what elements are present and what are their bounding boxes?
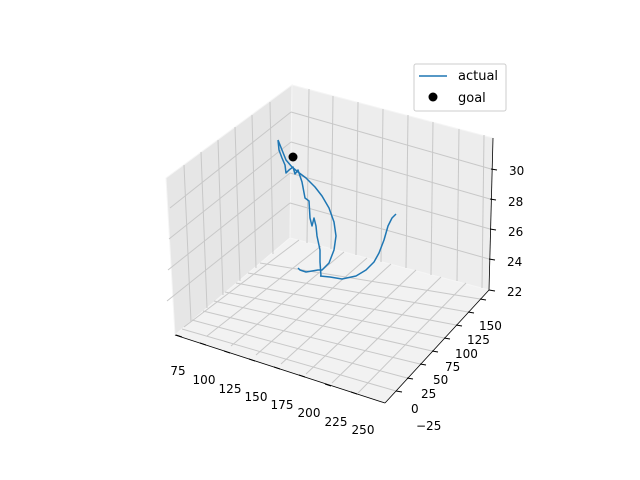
series-goal-point xyxy=(288,152,298,162)
y-ticks: −25 0 25 50 75 100 125 150 xyxy=(395,298,502,433)
series-actual-line xyxy=(277,139,397,280)
x-tick-label: 225 xyxy=(325,415,348,429)
grid xyxy=(166,88,492,394)
legend-goal-marker xyxy=(428,92,438,102)
x-tick-label: 150 xyxy=(245,390,268,404)
x-tick-label: 175 xyxy=(271,398,294,412)
z-axis-line xyxy=(488,137,494,291)
y-tick-label: −25 xyxy=(416,419,441,433)
y-tick-label: 100 xyxy=(455,347,478,361)
y-tick-label: 50 xyxy=(433,373,448,387)
x-tick-label: 100 xyxy=(193,373,216,387)
y-tick-label: 150 xyxy=(479,319,502,333)
z-tick-label: 30 xyxy=(509,164,524,178)
x-tick-label: 125 xyxy=(219,382,242,396)
z-tick-label: 22 xyxy=(507,285,522,299)
y-tick-label: 125 xyxy=(467,333,490,347)
z-tick-label: 26 xyxy=(508,225,523,239)
legend: actual goal xyxy=(413,63,507,112)
y-tick-label: 25 xyxy=(421,387,436,401)
y-tick-label: 0 xyxy=(411,402,419,416)
x-tick-label: 75 xyxy=(170,364,185,378)
y-axis-line xyxy=(384,289,490,404)
z-ticks: 22 24 26 28 30 xyxy=(488,164,524,299)
x-ticks: 75 100 125 150 175 200 225 250 xyxy=(170,334,375,437)
x-tick-label: 250 xyxy=(352,423,375,437)
y-tick-label: 75 xyxy=(445,360,460,374)
legend-goal-label: goal xyxy=(458,91,486,106)
z-tick-label: 28 xyxy=(508,195,523,209)
legend-actual-label: actual xyxy=(458,69,498,84)
z-tick-label: 24 xyxy=(507,255,522,269)
x-tick-label: 200 xyxy=(298,406,321,420)
